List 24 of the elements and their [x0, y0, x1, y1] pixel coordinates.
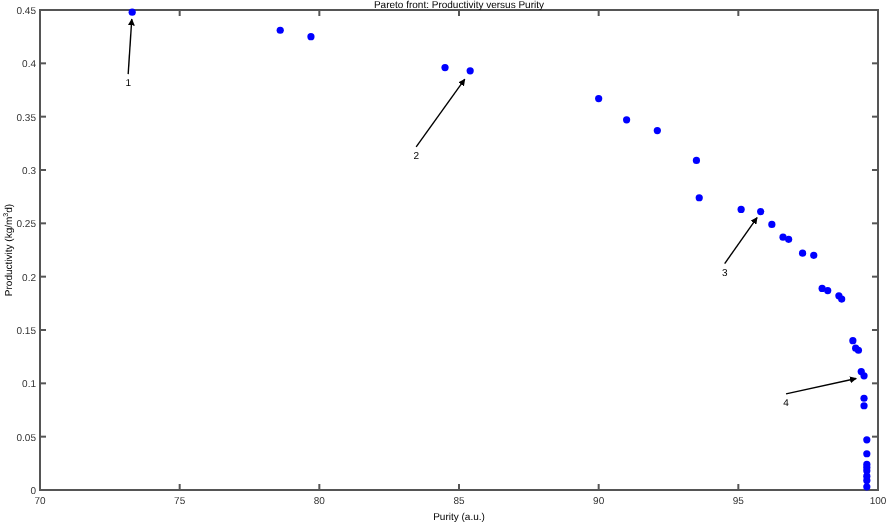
point — [441, 64, 449, 72]
point — [768, 220, 776, 228]
point — [849, 337, 857, 345]
point — [695, 194, 703, 202]
point — [798, 249, 807, 257]
point — [810, 251, 818, 259]
point — [863, 436, 871, 444]
point — [307, 33, 315, 41]
point — [276, 26, 284, 34]
point — [863, 483, 871, 491]
point — [863, 450, 871, 458]
point — [692, 156, 701, 164]
point — [466, 67, 474, 75]
point — [653, 126, 661, 135]
point — [818, 284, 826, 292]
point — [623, 116, 631, 124]
point — [785, 235, 793, 243]
point — [128, 8, 136, 16]
point — [595, 94, 603, 103]
point — [860, 394, 868, 402]
point — [860, 402, 868, 410]
point — [824, 286, 832, 295]
point — [737, 205, 745, 214]
point — [757, 208, 765, 216]
